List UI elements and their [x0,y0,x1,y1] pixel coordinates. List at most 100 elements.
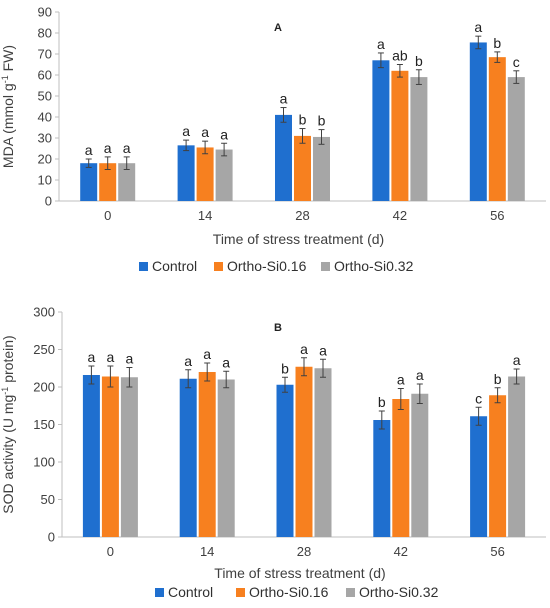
bar [198,372,216,537]
bar [507,77,525,201]
bar [177,145,195,201]
significance-letter: c [513,54,520,70]
bar [101,376,119,537]
bar [508,376,526,537]
significance-letter: a [319,342,327,358]
legend: Control Ortho-Si0.16 Ortho-Si0.32 [155,584,439,600]
significance-letter: a [300,341,308,357]
panel-label: B [274,322,282,334]
bar [373,420,391,537]
y-tick-label: 250 [33,342,55,357]
significance-letter: ab [392,48,408,64]
x-tick-label: 14 [200,544,214,559]
bar [470,416,488,537]
legend-swatch [236,588,245,597]
x-tick-label: 28 [295,208,309,223]
legend-label: Ortho-Si0.32 [359,584,439,600]
bar [411,393,429,537]
y-tick-label: 30 [38,131,52,146]
y-tick-label: 40 [38,110,52,125]
y-tick-label: 10 [38,173,52,188]
x-tick-label: 56 [490,208,504,223]
significance-letter: b [415,53,423,69]
bar [120,377,138,537]
bar [489,395,507,537]
legend-label: Ortho-Si0.16 [227,258,307,274]
significance-letter: b [378,394,386,410]
bar [488,57,506,202]
significance-letter: a [222,354,230,370]
significance-letter: b [318,113,326,129]
y-tick-label: 20 [38,152,52,167]
x-tick-label: 0 [107,544,114,559]
legend: Control Ortho-Si0.16 Ortho-Si0.32 [139,258,414,274]
bar [82,375,100,537]
x-tick-label: 42 [393,208,407,223]
bar [410,77,428,201]
significance-letter: a [88,349,96,365]
y-tick-label: 90 [38,5,52,20]
x-tick-label: 14 [198,208,212,223]
significance-letter: a [397,372,405,388]
legend-swatch [321,262,330,271]
bar [295,366,313,537]
significance-letter: a [416,367,424,383]
bar [275,114,292,201]
significance-letter: a [201,124,209,140]
y-tick-label: 70 [38,47,52,62]
x-tick-label: 56 [490,544,504,559]
significance-letter: b [299,112,307,128]
significance-letter: c [475,390,482,406]
significance-letter: a [104,140,112,156]
legend-swatch [214,262,223,271]
x-tick-label: 42 [394,544,408,559]
significance-letter: b [281,360,289,376]
bar [469,42,487,202]
x-tick-label: 28 [297,544,311,559]
significance-letter: a [126,351,134,367]
y-tick-label: 150 [33,417,55,432]
legend-swatch [155,588,164,597]
legend-label: Ortho-Si0.32 [334,258,414,274]
y-axis-title: SOD activity (U mg-1 protein) [0,335,16,513]
significance-letter: a [107,349,115,365]
significance-letter: a [182,123,190,139]
legend-swatch [346,588,355,597]
bar [294,135,311,201]
bar [314,368,332,537]
y-tick-label: 100 [33,455,55,470]
significance-letter: a [280,91,288,107]
legend-swatch [139,262,148,271]
y-tick-label: 50 [41,492,55,507]
y-tick-label: 300 [33,305,55,320]
significance-letter: a [220,126,228,142]
x-axis-title: Time of stress treatment (d) [214,565,385,581]
x-tick-label: 0 [104,208,111,223]
bar [372,60,390,201]
bar [215,149,233,201]
bar [391,70,409,201]
significance-letter: a [123,140,131,156]
legend-label: Control [152,258,197,274]
bar [276,384,294,537]
bar [179,378,197,537]
y-tick-label: 80 [38,26,52,41]
significance-letter: a [85,142,93,158]
y-axis-title: MDA (mmol g-1 FW) [0,45,16,168]
significance-letter: a [377,36,385,52]
y-tick-label: 0 [45,194,52,209]
bar [118,163,136,201]
significance-letter: b [494,371,502,387]
bar [313,136,330,201]
y-tick-label: 60 [38,68,52,83]
bar [99,163,117,201]
y-tick-label: 200 [33,380,55,395]
panel-label: A [274,22,282,34]
bar [196,147,214,201]
significance-letter: a [513,352,521,368]
significance-letter: a [203,346,211,362]
significance-letter: b [493,35,501,51]
y-tick-label: 0 [48,530,55,545]
